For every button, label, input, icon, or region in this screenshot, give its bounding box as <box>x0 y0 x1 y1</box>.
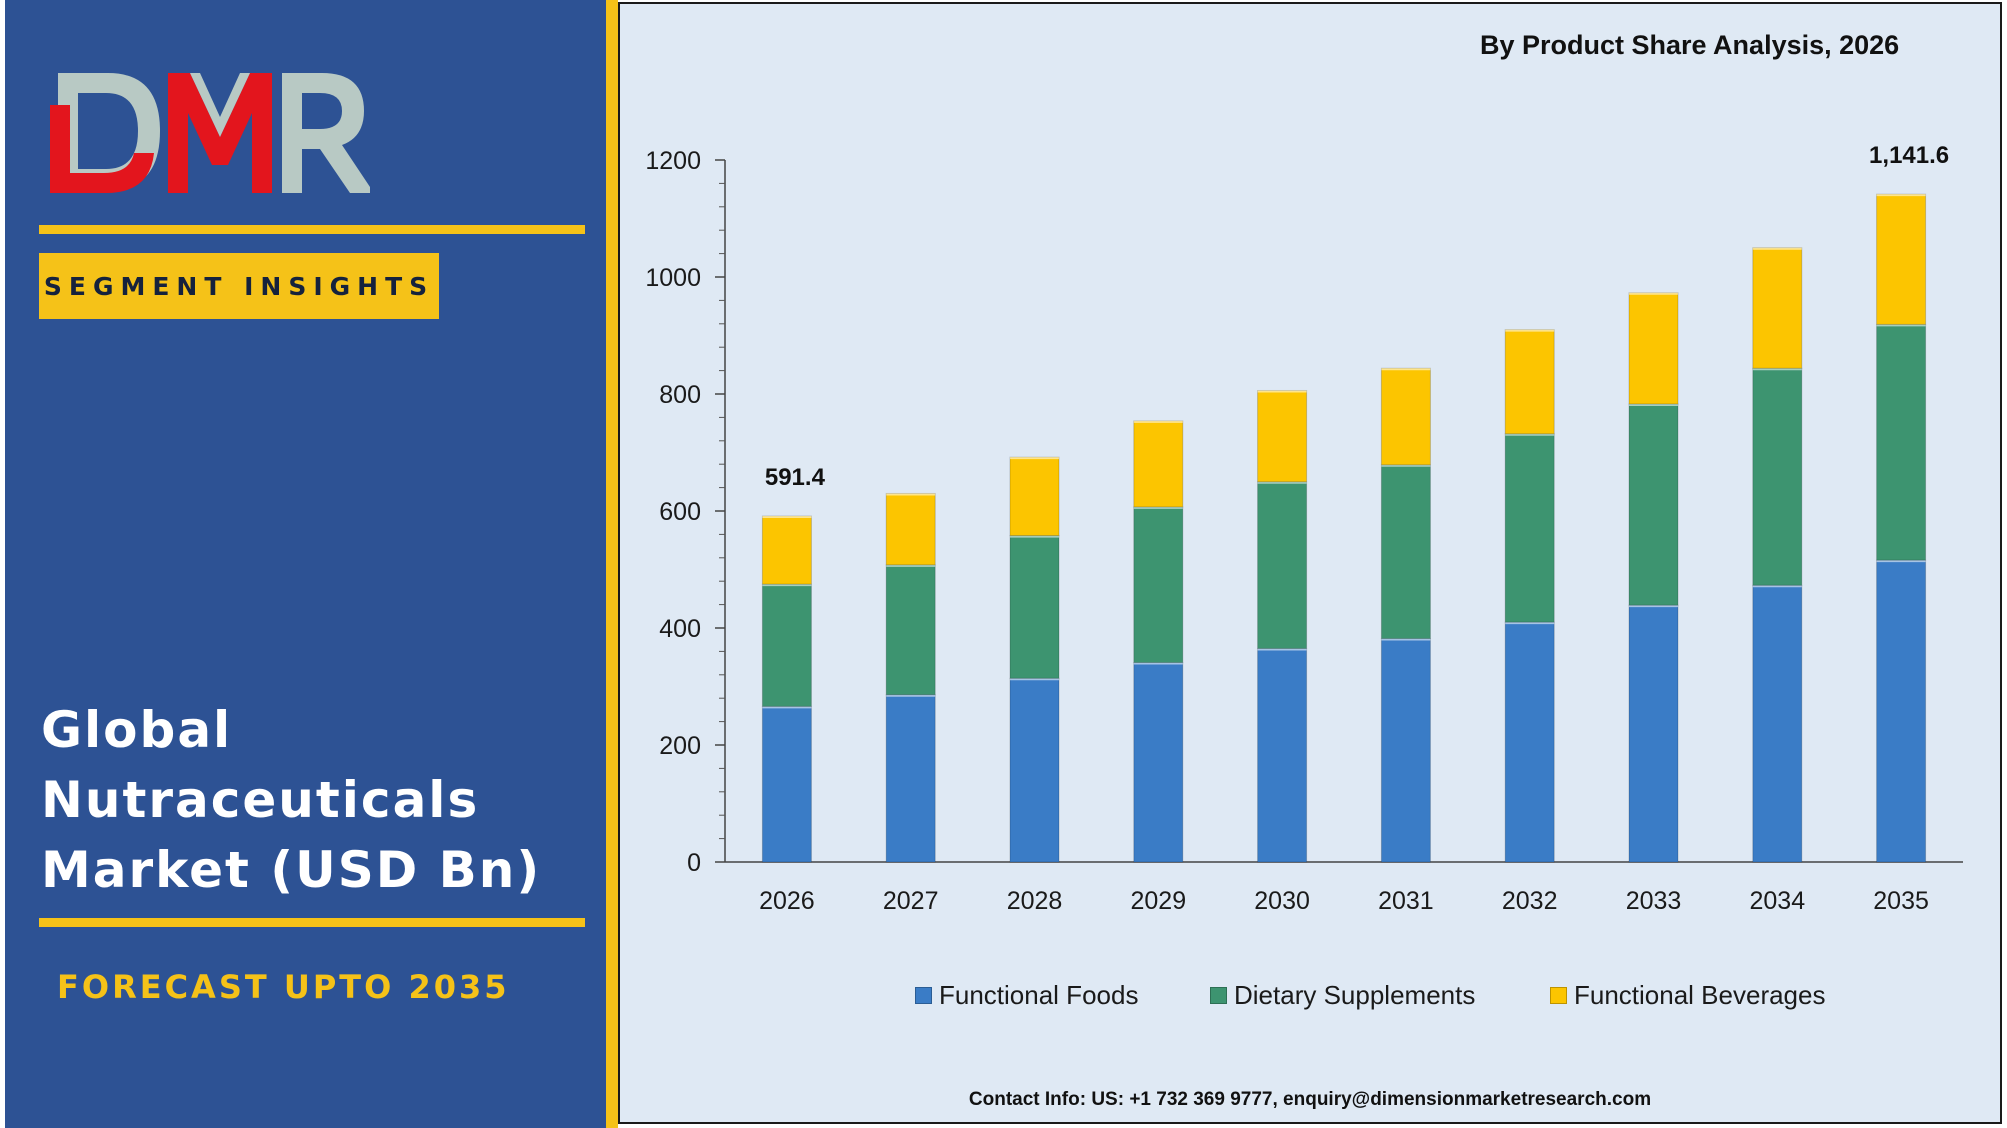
market-title-line-1: Global <box>41 701 233 759</box>
dmr-logo-mark <box>50 73 370 193</box>
y-tick-label: 600 <box>659 498 701 526</box>
legend-label: Functional Foods <box>939 980 1139 1010</box>
market-title: Global Nutraceuticals Market (USD Bn) <box>41 695 601 905</box>
legend-label: Functional Beverages <box>1574 980 1826 1010</box>
bar-segment <box>1504 621 1555 863</box>
bar-segment <box>1257 647 1308 863</box>
top-gold-divider <box>39 225 585 234</box>
bar-segment <box>1133 420 1184 508</box>
x-tick-label: 2026 <box>759 887 815 915</box>
chart-title: By Product Share Analysis, 2026 <box>1480 30 1900 60</box>
x-tick-label: 2029 <box>1130 887 1186 915</box>
x-tick-label: 2035 <box>1873 887 1929 915</box>
left-panel: SEGMENT INSIGHTS Global Nutraceuticals M… <box>5 0 606 1128</box>
market-title-line-3: Market (USD Bn) <box>41 841 542 899</box>
bar-segment <box>1628 403 1679 606</box>
bar-segment <box>1133 506 1184 664</box>
dmr-logo <box>50 65 370 200</box>
bar-segment <box>1876 323 1927 561</box>
x-tick-label: 2027 <box>883 887 939 915</box>
bar-segment <box>885 492 936 566</box>
x-tick-label: 2034 <box>1749 887 1805 915</box>
bar-segment <box>1504 433 1555 623</box>
bar-segment <box>1628 604 1679 863</box>
bar-segment <box>1752 367 1803 586</box>
legend-item: Functional Foods <box>915 980 1138 1011</box>
market-title-line-2: Nutraceuticals <box>41 771 480 829</box>
legend-label: Dietary Supplements <box>1234 980 1476 1010</box>
data-label: 591.4 <box>765 464 826 491</box>
legend-item: Functional Beverages <box>1550 980 1825 1011</box>
y-tick-label: 1000 <box>645 264 701 292</box>
x-tick-label: 2028 <box>1007 887 1063 915</box>
x-tick-label: 2032 <box>1502 887 1558 915</box>
bottom-gold-divider <box>39 918 585 927</box>
bar-segment <box>1876 193 1927 325</box>
bar-segment <box>761 583 812 707</box>
bar-segment <box>885 694 936 863</box>
bar-segment <box>1504 329 1555 435</box>
bar-segment <box>1009 677 1060 863</box>
bar-segment <box>1380 638 1431 863</box>
legend-swatch <box>1550 987 1567 1004</box>
y-tick-label: 1200 <box>645 147 701 175</box>
bar-segment <box>1009 535 1060 679</box>
forecast-label: FORECAST UPTO 2035 <box>57 968 510 1006</box>
bar-segment <box>1257 481 1308 649</box>
y-tick-label: 200 <box>659 732 701 760</box>
chart-legend: Functional Foods Dietary Supplements Funct… <box>0 980 2007 1014</box>
legend-swatch <box>915 987 932 1004</box>
gold-vertical-divider <box>606 0 618 1128</box>
contact-info: Contact Info: US: +1 732 369 9777, enqui… <box>968 1089 1652 1110</box>
x-tick-label: 2031 <box>1378 887 1434 915</box>
y-tick-label: 0 <box>687 849 701 877</box>
bar-segment <box>1380 367 1431 466</box>
bar-segment <box>761 515 812 585</box>
x-tick-label: 2030 <box>1254 887 1310 915</box>
bar-segment <box>1009 456 1060 537</box>
legend-swatch <box>1210 987 1227 1004</box>
bar-segment <box>761 705 812 863</box>
data-label: 1,141.6 <box>1869 142 1949 169</box>
bar-segment <box>1752 584 1803 863</box>
y-tick-label: 400 <box>659 615 701 643</box>
bar-segment <box>1876 559 1927 863</box>
bar-segment <box>1628 292 1679 405</box>
bar-segment <box>1380 464 1431 640</box>
bar-segment <box>1133 662 1184 863</box>
bar-segment <box>1257 389 1308 483</box>
y-tick-label: 800 <box>659 381 701 409</box>
x-tick-label: 2033 <box>1626 887 1682 915</box>
legend-item: Dietary Supplements <box>1210 980 1475 1011</box>
bar-segment <box>1752 247 1803 369</box>
bar-segment <box>885 564 936 696</box>
segment-insights-badge: SEGMENT INSIGHTS <box>39 253 439 319</box>
